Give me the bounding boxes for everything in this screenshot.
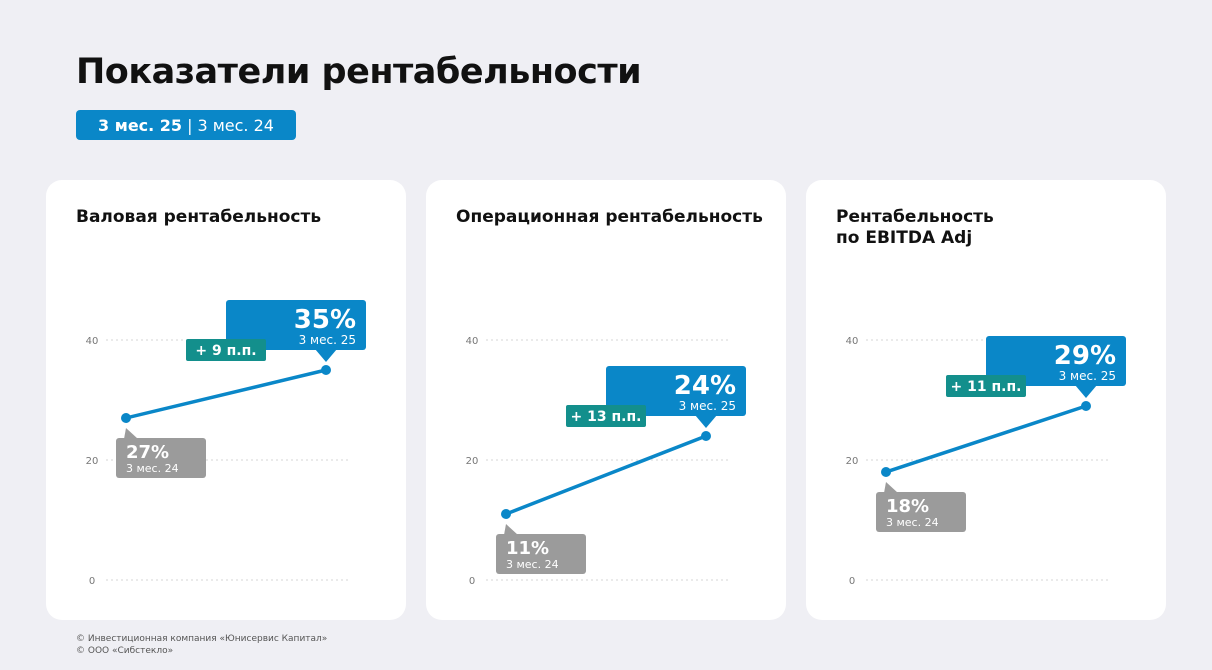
current-period-label: 3 мес. 25 xyxy=(679,399,736,413)
previous-callout-pointer xyxy=(504,524,518,535)
data-point xyxy=(881,467,891,477)
previous-period-label: 3 мес. 24 xyxy=(126,462,179,475)
period-badge: 3 мес. 25 | 3 мес. 24 xyxy=(76,110,296,140)
y-tick-label: 40 xyxy=(846,336,859,347)
copyright-line: © ООО «Сибстекло» xyxy=(76,646,174,656)
series-line xyxy=(504,434,708,516)
previous-value-label: 11% xyxy=(506,538,549,559)
chart-card-gross-margin: Валовая рентабельность 0 20 40 27% 3 мес. 24… xyxy=(46,180,406,620)
chart-card-ebitda-margin: Рентабельность по EBITDA Adj 0 20 40 18% 3 ме… xyxy=(806,180,1166,620)
data-point xyxy=(1081,401,1091,411)
y-tick-label: 0 xyxy=(89,576,95,587)
chart-title: Валовая рентабельность xyxy=(76,207,322,227)
current-value-label: 29% xyxy=(1054,341,1116,371)
current-period-label: 3 мес. 25 xyxy=(1059,369,1116,383)
period-separator: | xyxy=(187,115,193,135)
previous-callout-pointer xyxy=(884,482,898,493)
data-point xyxy=(321,365,331,375)
delta-badge xyxy=(946,375,1026,397)
y-tick-label: 0 xyxy=(469,576,475,587)
current-value-label: 24% xyxy=(674,371,736,401)
chart-svg: 0 20 40 18%3 мес. 24 29%3 мес. 25 + 11 п.п. xyxy=(846,336,1126,587)
current-callout xyxy=(986,336,1126,386)
data-point xyxy=(701,431,711,441)
delta-badge xyxy=(186,339,266,361)
previous-callout xyxy=(496,534,586,574)
copyright-line: © Инвестиционная компания «Юнисервис Кап… xyxy=(76,634,328,644)
y-tick-label: 20 xyxy=(466,456,479,467)
delta-label: + 11 п.п. xyxy=(951,379,1022,395)
previous-value-label: 27% xyxy=(126,442,169,463)
previous-callout-pointer xyxy=(124,428,138,439)
y-tick-label: 40 xyxy=(466,336,479,347)
previous-value-label: 18% xyxy=(886,496,929,517)
previous-period-label: 3 мес. 24 xyxy=(886,516,939,529)
delta-label: + 9 п.п. xyxy=(195,343,256,359)
current-period-label: 3 мес. 25 xyxy=(299,333,356,347)
data-point xyxy=(501,509,511,519)
delta-label: + 13 п.п. xyxy=(571,409,642,425)
previous-callout xyxy=(116,438,206,478)
y-tick-label: 0 xyxy=(849,576,855,587)
period-current: 3 мес. 25 xyxy=(98,115,183,135)
current-value-label: 35% xyxy=(294,305,356,335)
current-callout xyxy=(226,300,366,350)
series-line xyxy=(124,368,328,420)
current-callout-pointer xyxy=(695,415,717,428)
y-tick-label: 40 xyxy=(86,336,99,347)
current-callout-pointer xyxy=(315,349,337,362)
chart-card-operating-margin: Операционная рентабельность 0 20 40 11% 3 ме… xyxy=(426,180,786,620)
series-line xyxy=(884,404,1088,474)
y-tick-label: 20 xyxy=(846,456,859,467)
chart-title: Рентабельность по EBITDA Adj xyxy=(836,207,994,248)
period-previous: 3 мес. 24 xyxy=(197,115,274,135)
previous-period-label: 3 мес. 24 xyxy=(506,558,559,571)
chart-title: Операционная рентабельность xyxy=(456,207,763,227)
chart-svg: 0 20 40 27%3 мес. 24 35%3 мес. 25 + 9 п.п. xyxy=(86,300,366,587)
page-title: Показатели рентабельности xyxy=(76,52,642,92)
data-point xyxy=(121,413,131,423)
current-callout-pointer xyxy=(1075,385,1097,398)
chart-svg: 0 20 40 11%3 мес. 24 24%3 мес. 25 + 13 п.п. xyxy=(466,336,746,587)
y-tick-label: 20 xyxy=(86,456,99,467)
delta-badge xyxy=(566,405,646,427)
previous-callout xyxy=(876,492,966,532)
current-callout xyxy=(606,366,746,416)
footer: © Инвестиционная компания «Юнисервис Кап… xyxy=(76,633,327,657)
